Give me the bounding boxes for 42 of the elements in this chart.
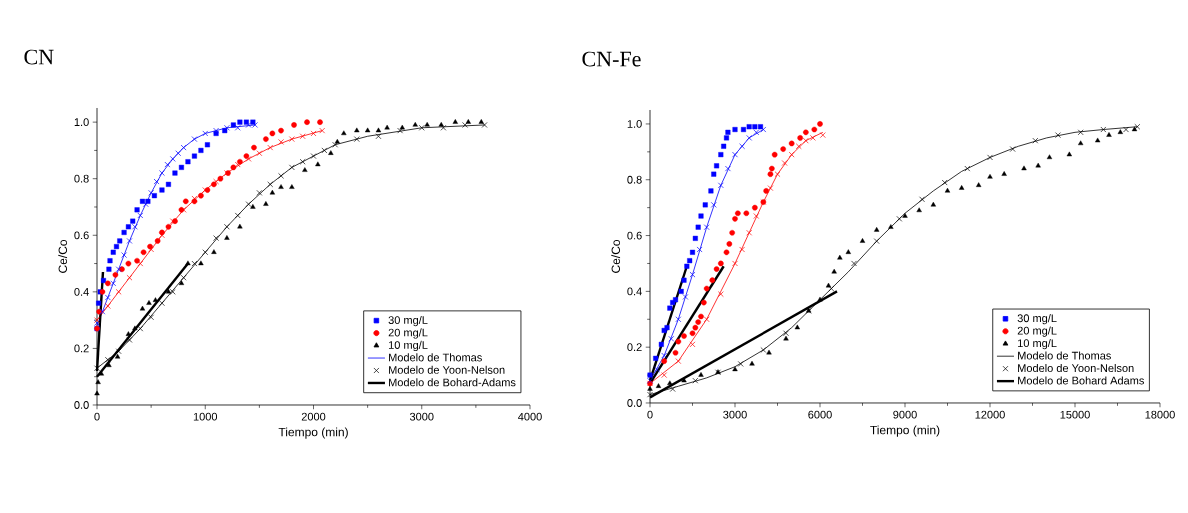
x-tick-label: 18000 xyxy=(1145,410,1175,419)
legend-label: 10 mg/L xyxy=(1018,338,1057,350)
legend-label: Modelo de Bohard Adams xyxy=(1018,376,1144,385)
legend-label: Modelo de Yoon-Nelson xyxy=(389,365,505,374)
legend-label: Modelo de Yoon-Nelson xyxy=(1018,363,1134,373)
legend-label: 20 mg/L xyxy=(1017,326,1057,337)
y-tick-label: 0.8 xyxy=(627,175,642,184)
x-tick-label: 3000 xyxy=(723,410,747,419)
x-axis-title: Tiempo (min) xyxy=(870,425,940,437)
chart-title: CN xyxy=(24,49,54,65)
y-tick-label: 0.4 xyxy=(627,287,642,296)
x-tick-label: 15000 xyxy=(1060,410,1090,419)
x-tick-label: 4000 xyxy=(518,412,542,421)
y-tick-label: 1.0 xyxy=(627,120,642,128)
legend-label: 10 mg/L xyxy=(388,340,428,352)
y-tick-label: 1.0 xyxy=(74,118,89,127)
x-axis-title: Tiempo (min) xyxy=(278,427,348,439)
y-tick-label: 0.8 xyxy=(74,174,89,183)
x-tick-label: 6000 xyxy=(808,410,832,419)
y-tick-label: 0.0 xyxy=(627,399,642,407)
x-tick-label: 3000 xyxy=(409,412,434,421)
y-tick-label: 0.4 xyxy=(74,287,89,296)
x-tick-label: 9000 xyxy=(893,410,917,419)
legend-label: Modelo de Thomas xyxy=(389,353,482,362)
legend-label: Modelo de Bohard-Adams xyxy=(389,378,516,387)
x-tick-label: 0 xyxy=(94,412,100,421)
x-tick-label: 12000 xyxy=(975,410,1005,419)
legend-label: Modelo de Thomas xyxy=(1018,351,1111,360)
chart-title: CN-Fe xyxy=(582,51,641,67)
y-tick-label: 0.6 xyxy=(74,231,89,240)
x-tick-label: 1000 xyxy=(193,412,218,421)
legend-label: 20 mg/L xyxy=(388,328,428,339)
y-axis-title: Ce/Co xyxy=(58,240,68,273)
y-tick-label: 0.0 xyxy=(74,401,89,409)
legend-label: 30 mg/L xyxy=(388,315,428,327)
y-tick-label: 0.2 xyxy=(74,344,89,353)
x-tick-label: 0 xyxy=(647,410,653,419)
y-tick-label: 0.6 xyxy=(627,231,642,240)
y-tick-label: 0.2 xyxy=(627,343,642,352)
y-axis-title: Ce/Co xyxy=(611,240,621,273)
legend-label: 30 mg/L xyxy=(1017,314,1057,325)
x-tick-label: 2000 xyxy=(301,412,326,421)
